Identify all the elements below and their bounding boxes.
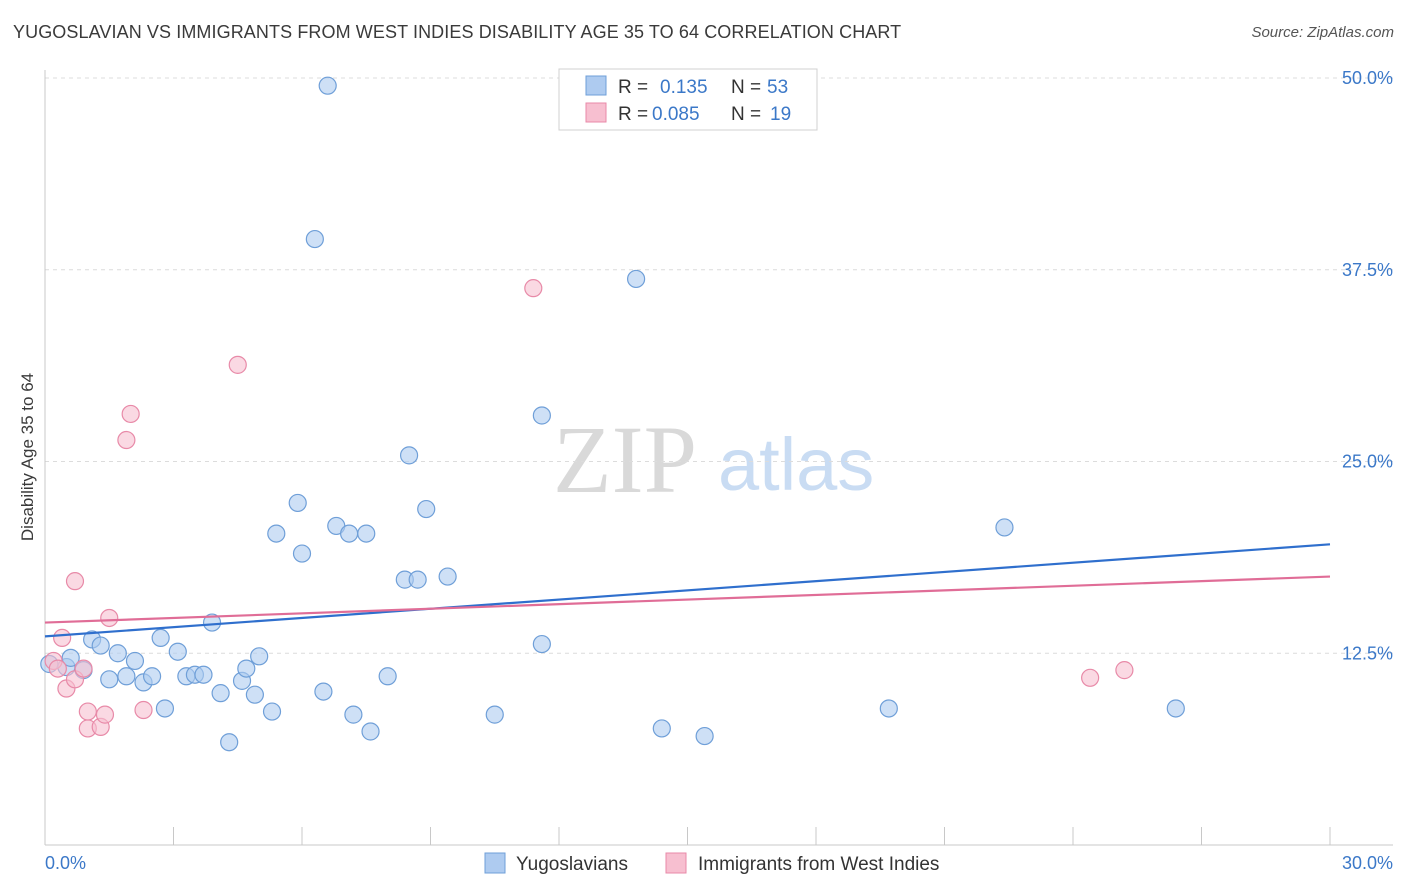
trend-lines (44, 543, 1331, 638)
yugoslavian-point (194, 665, 213, 684)
west-indies-point (65, 572, 85, 591)
yugoslavian-point (318, 76, 337, 95)
west-indies-point (48, 659, 67, 678)
legend-swatch-west-indies (585, 102, 607, 123)
west-indies-point (74, 659, 93, 678)
chart-title: YUGOSLAVIAN VS IMMIGRANTS FROM WEST INDI… (13, 22, 902, 42)
yugoslavian-point (399, 446, 419, 465)
yugoslavian-point (485, 705, 504, 724)
series-legend-label-yugoslavians: Yugoslavians (516, 854, 628, 875)
y-axis-label: Disability Age 35 to 64 (18, 373, 37, 541)
yugoslavian-point (142, 667, 162, 686)
yugoslavian-point (168, 642, 187, 661)
yugoslavian-point (262, 702, 282, 721)
legend-r-value-1: 0.135 (660, 77, 708, 98)
west-indies-point (134, 700, 153, 720)
yugoslavian-point (155, 699, 175, 718)
yugoslavian-point (292, 544, 312, 563)
yugoslavian-point (108, 644, 127, 663)
west-indies-point (53, 628, 72, 648)
west-indies-point (117, 430, 136, 450)
yugoslavian-point (250, 647, 269, 666)
yugoslavian-point (314, 682, 333, 701)
yugoslavian-point (151, 628, 170, 648)
yugoslavian-point (344, 705, 363, 724)
legend-r-label-2: R = (618, 104, 648, 125)
west-indies-point (524, 279, 543, 298)
yugoslavian-point (202, 613, 222, 632)
series-legend-label-west-indies: Immigrants from West Indies (698, 854, 939, 875)
yugoslavian-point (245, 685, 264, 704)
yugoslavian-point (357, 524, 376, 543)
y-tick-label: 12.5% (1342, 643, 1393, 663)
west-indies-point (121, 404, 140, 424)
west-indies-point (100, 608, 119, 628)
data-points (40, 76, 1185, 752)
y-tick-label: 50.0% (1342, 68, 1393, 88)
yugoslavian-point (695, 726, 714, 746)
grid-lines (45, 77, 1393, 654)
x-tick-label-min: 0.0% (45, 853, 86, 873)
legend-n-label-2: N = (731, 104, 761, 125)
series-legend: Yugoslavians Immigrants from West Indies (484, 852, 939, 875)
yugoslavian-point (1166, 699, 1185, 718)
watermark-zip: ZIP (553, 406, 697, 513)
yugoslavian-point (417, 499, 436, 519)
y-tick-label: 37.5% (1342, 260, 1393, 280)
west-indies-point (1115, 661, 1134, 680)
legend-n-label-1: N = (731, 77, 761, 98)
x-tick-label-max: 30.0% (1342, 853, 1393, 873)
yugoslavian-point (220, 733, 239, 752)
legend-n-value-2: 19 (770, 104, 791, 125)
yugoslavian-point (340, 524, 359, 543)
yugoslavian-point (532, 406, 551, 425)
west-indies-point (78, 702, 97, 721)
yugoslavian-point (288, 493, 307, 513)
yugoslavian-point (378, 667, 397, 686)
legend-n-value-1: 53 (767, 77, 788, 98)
yugoslavian-point (117, 667, 136, 686)
series-legend-swatch-west-indies (665, 852, 687, 874)
yugoslavian-point (438, 567, 457, 586)
yugoslavian-point (626, 269, 646, 289)
west-indies-point (95, 705, 115, 724)
stats-legend: R = 0.135 N = 53 R = 0.085 N = 19 (558, 68, 818, 131)
legend-r-value-2: 0.085 (652, 104, 700, 125)
yugoslavian-point (879, 699, 898, 718)
yugoslavians-trend-line (44, 543, 1331, 638)
y-axis-tick-labels: 12.5% 25.0% 37.5% 50.0% (1342, 68, 1393, 663)
y-tick-label: 25.0% (1342, 452, 1393, 472)
yugoslavian-point (995, 518, 1014, 537)
legend-r-label-1: R = (618, 77, 648, 98)
yugoslavian-point (100, 670, 119, 689)
yugoslavian-point (237, 659, 256, 678)
x-axis-ticks (44, 827, 1331, 845)
yugoslavian-point (532, 634, 551, 654)
yugoslavian-point (267, 524, 286, 543)
yugoslavian-point (408, 570, 427, 589)
series-legend-swatch-yugoslavians (484, 852, 506, 874)
legend-swatch-yugoslavians (585, 75, 607, 96)
west-indies-trend-line (44, 575, 1331, 624)
west-indies-point (1081, 668, 1100, 687)
yugoslavian-point (125, 651, 145, 671)
west-indies-point (228, 355, 247, 374)
yugoslavian-point (652, 719, 671, 738)
yugoslavian-point (61, 648, 80, 667)
yugoslavian-point (211, 684, 230, 703)
watermark-atlas: atlas (718, 423, 874, 506)
yugoslavian-point (361, 722, 380, 741)
yugoslavian-point (305, 229, 324, 249)
yugoslavian-point (91, 636, 110, 655)
source-label: Source: ZipAtlas.com (1251, 24, 1394, 41)
